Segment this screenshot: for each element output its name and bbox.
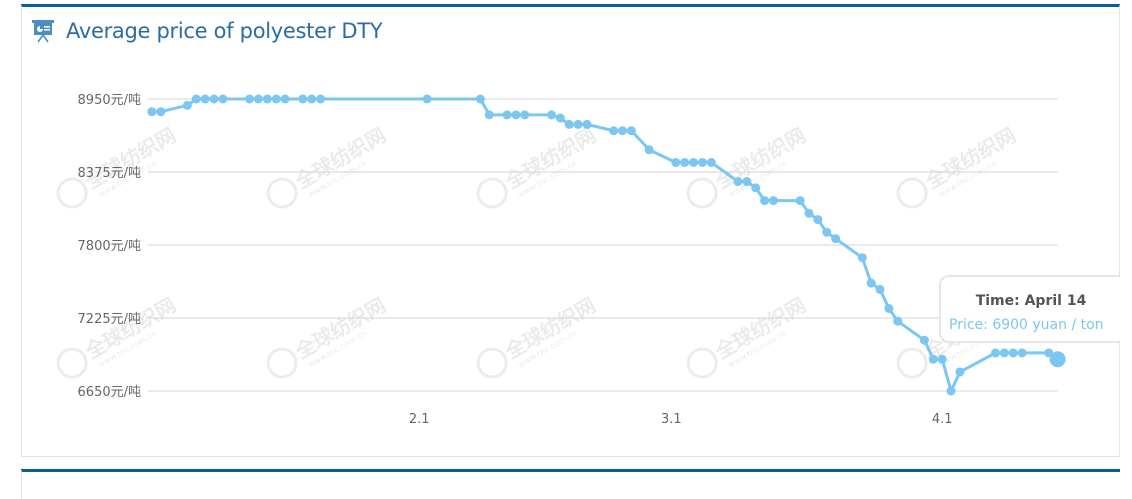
data-point[interactable] — [546, 110, 556, 120]
data-point[interactable] — [733, 177, 743, 187]
data-point[interactable] — [271, 94, 281, 104]
data-point[interactable] — [582, 119, 592, 129]
data-point[interactable] — [751, 183, 761, 193]
svg-text:全球纺织网: 全球纺织网 — [500, 123, 599, 194]
data-point[interactable] — [946, 386, 956, 396]
chart-title: Average price of polyester DTY — [66, 19, 383, 43]
data-point[interactable] — [689, 157, 699, 167]
data-point[interactable] — [857, 253, 867, 263]
data-point[interactable] — [147, 107, 157, 117]
tooltip-time: Time: April 14 — [975, 293, 1087, 309]
data-point[interactable] — [484, 110, 494, 120]
y-axis-tick-label: 7800元/吨 — [78, 239, 141, 254]
tooltip-price: Price: 6900 yuan / ton — [949, 317, 1104, 333]
data-point[interactable] — [680, 157, 690, 167]
data-point[interactable] — [564, 119, 574, 129]
data-point[interactable] — [875, 284, 885, 294]
presentation-board-icon — [32, 20, 54, 43]
data-point[interactable] — [919, 335, 929, 345]
data-point[interactable] — [706, 157, 716, 167]
data-point[interactable] — [475, 94, 485, 104]
svg-text:全球纺织网: 全球纺织网 — [920, 123, 1019, 194]
data-point[interactable] — [893, 316, 903, 326]
next-panel — [21, 469, 1120, 499]
data-point[interactable] — [555, 113, 565, 123]
data-point[interactable] — [182, 100, 192, 110]
svg-text:全球纺织网: 全球纺织网 — [500, 293, 599, 364]
data-point[interactable] — [937, 354, 947, 364]
data-point[interactable] — [245, 94, 255, 104]
data-point[interactable] — [928, 354, 938, 364]
data-point[interactable] — [298, 94, 308, 104]
data-tooltip: Time: April 14 Price: 6900 yuan / ton — [939, 275, 1120, 343]
data-point[interactable] — [697, 157, 707, 167]
data-point[interactable] — [520, 110, 530, 120]
svg-text:全球纺织网: 全球纺织网 — [710, 123, 809, 194]
chart-panel: Average price of polyester DTY — [21, 4, 1120, 457]
data-point[interactable] — [422, 94, 432, 104]
data-point[interactable] — [822, 227, 832, 237]
data-point[interactable] — [511, 110, 521, 120]
data-point[interactable] — [1008, 348, 1018, 358]
svg-text:全球纺织网: 全球纺织网 — [290, 293, 389, 364]
svg-text:全球纺织网: 全球纺织网 — [710, 293, 809, 364]
data-point[interactable] — [955, 367, 965, 377]
data-point[interactable] — [156, 107, 166, 117]
data-point[interactable] — [884, 303, 894, 313]
data-point[interactable] — [191, 94, 201, 104]
y-axis-tick-label: 6650元/吨 — [78, 385, 141, 400]
data-point[interactable] — [280, 94, 290, 104]
y-axis-tick-label: 8375元/吨 — [78, 166, 141, 181]
highlighted-data-point[interactable] — [1049, 351, 1066, 368]
data-point[interactable] — [200, 94, 210, 104]
data-point[interactable] — [990, 348, 1000, 358]
x-axis-tick-label: 3.1 — [661, 412, 682, 427]
svg-text:全球纺织网: 全球纺织网 — [80, 293, 179, 364]
data-point[interactable] — [609, 126, 619, 136]
data-point[interactable] — [813, 215, 823, 225]
data-point[interactable] — [502, 110, 512, 120]
data-point[interactable] — [795, 196, 805, 206]
data-point[interactable] — [671, 157, 681, 167]
svg-text:全球纺织网: 全球纺织网 — [290, 123, 389, 194]
x-axis-tick-label: 4.1 — [932, 412, 953, 427]
data-point[interactable] — [218, 94, 228, 104]
data-point[interactable] — [262, 94, 272, 104]
data-point[interactable] — [644, 145, 654, 155]
data-point[interactable] — [1017, 348, 1027, 358]
y-axis-tick-label: 8950元/吨 — [78, 93, 141, 108]
data-point[interactable] — [831, 234, 841, 244]
data-point[interactable] — [573, 119, 583, 129]
panel-header: Average price of polyester DTY — [32, 19, 383, 43]
data-point[interactable] — [742, 177, 752, 187]
data-point[interactable] — [804, 208, 814, 218]
data-point[interactable] — [209, 94, 219, 104]
data-point[interactable] — [307, 94, 317, 104]
data-point[interactable] — [618, 126, 628, 136]
x-axis-tick-label: 2.1 — [409, 412, 430, 427]
svg-text:全球纺织网: 全球纺织网 — [80, 123, 179, 194]
y-axis-tick-label: 7225元/吨 — [78, 312, 141, 327]
data-point[interactable] — [999, 348, 1009, 358]
data-point[interactable] — [626, 126, 636, 136]
data-point[interactable] — [316, 94, 326, 104]
data-point[interactable] — [253, 94, 263, 104]
data-point[interactable] — [866, 278, 876, 288]
data-point[interactable] — [768, 196, 778, 206]
data-point[interactable] — [760, 196, 770, 206]
